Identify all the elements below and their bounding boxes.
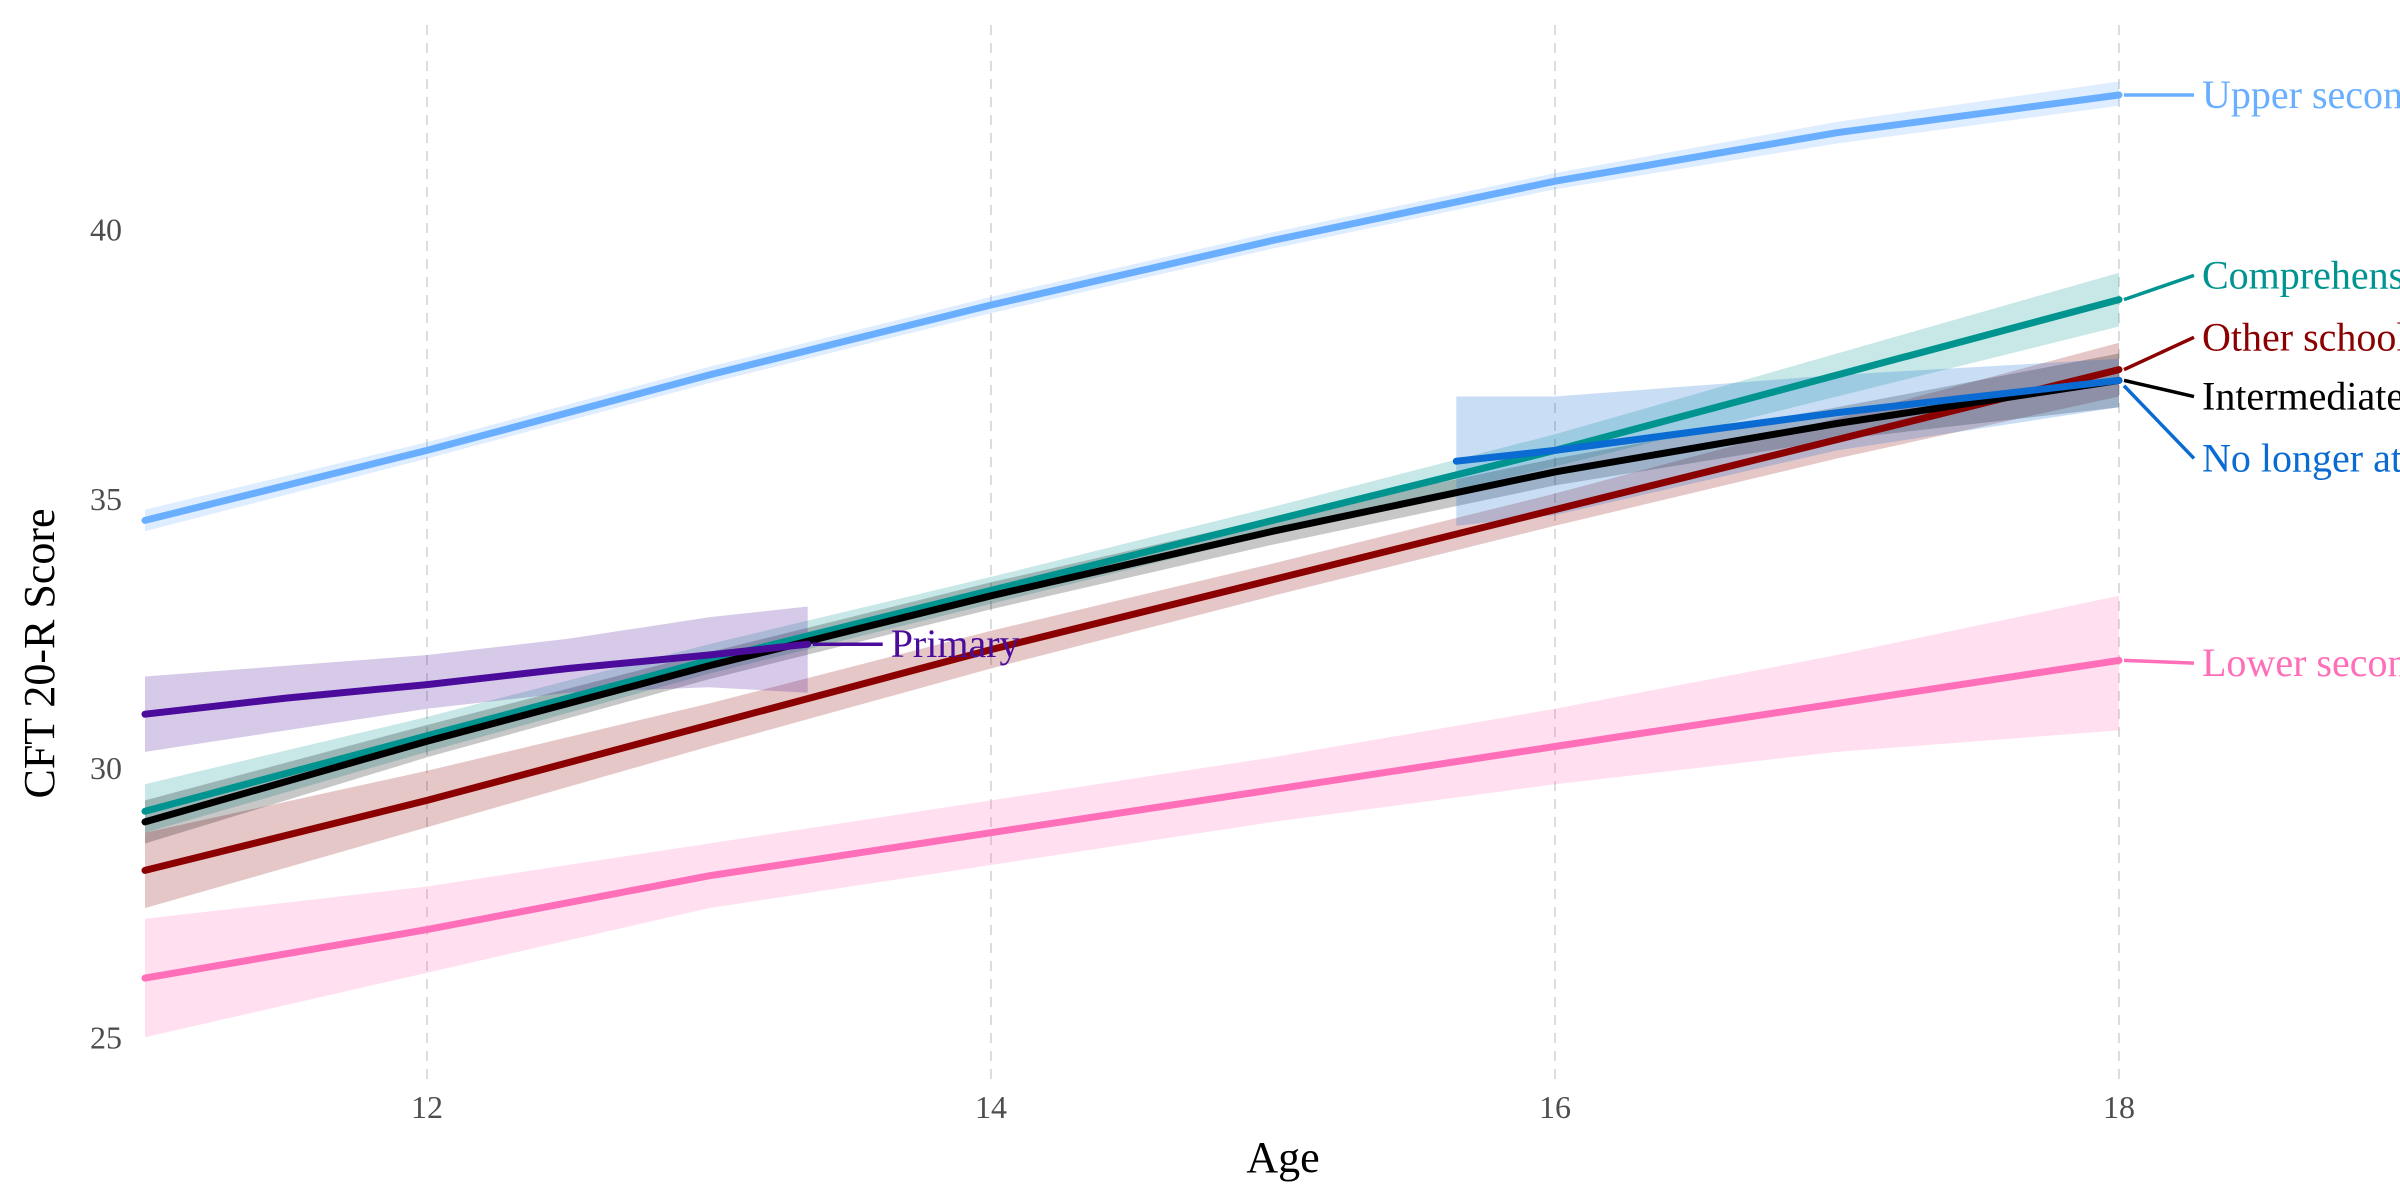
upper-secondary-line: [141, 91, 2123, 524]
other-school-label: Other school: [2202, 314, 2400, 359]
comprehensive-school-line: [141, 296, 2123, 815]
lower-secondary-label: Lower secondary: [2202, 640, 2400, 685]
primary-label: Primary: [891, 621, 1020, 666]
y-tick-label-35: 35: [90, 481, 122, 517]
no-longer-at-school-line: [1452, 376, 2123, 465]
x-axis-title: Age: [1246, 1133, 1319, 1182]
gridlines: [426, 25, 2120, 1080]
lower-secondary-confidence-band: [145, 595, 2119, 1038]
lower-secondary-line: [141, 656, 2123, 982]
y-axis-title: CFT 20-R Score: [15, 508, 64, 798]
other-school-line: [141, 366, 2123, 874]
y-tick-label-25: 25: [90, 1019, 122, 1055]
y-tick-label-40: 40: [90, 212, 122, 248]
series-lines: [141, 91, 2123, 982]
other-school-label-leader: [2123, 335, 2195, 372]
comprehensive-school-label-leader: [2123, 273, 2195, 302]
no-longer-at-school-confidence-band: [1456, 358, 2119, 526]
no-longer-at-school-label: No longer at school: [2202, 435, 2400, 480]
intermediate-secondary-label: Intermediate secondary: [2202, 374, 2400, 419]
upper-secondary-confidence-band: [145, 81, 2119, 532]
comprehensive-school-label: Comprehensive school: [2202, 252, 2400, 297]
confidence-bands: [145, 81, 2119, 1038]
intermediate-secondary-line: [141, 376, 2123, 826]
axis-ticks: 12 14 16 18 25 30 35 40: [90, 212, 2135, 1125]
other-school-confidence-band: [145, 342, 2119, 909]
primary-line: [141, 640, 812, 718]
x-tick-label-14: 14: [975, 1089, 1007, 1125]
series-labels: Upper secondary Comprehensive school Other…: [812, 72, 2400, 685]
no-longer-at-school-label-leader: [2122, 384, 2196, 460]
x-tick-label-16: 16: [1539, 1089, 1571, 1125]
x-tick-label-18: 18: [2103, 1089, 2135, 1125]
y-tick-label-30: 30: [90, 750, 122, 786]
x-tick-label-12: 12: [411, 1089, 443, 1125]
intermediate-secondary-label-leader: [2123, 378, 2195, 399]
upper-secondary-label: Upper secondary: [2202, 72, 2400, 117]
lower-secondary-label-leader: [2123, 658, 2195, 665]
